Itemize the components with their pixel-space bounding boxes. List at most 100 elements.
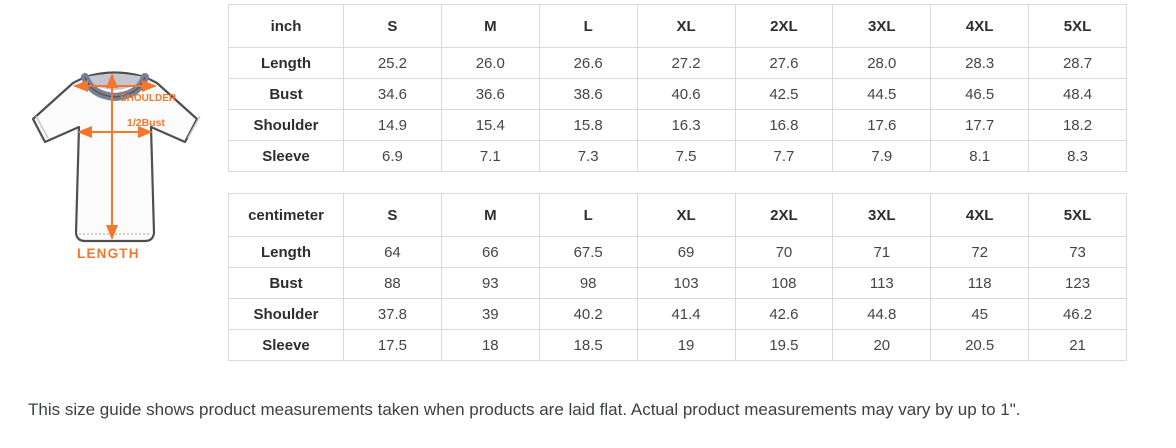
size-header-row: inch S M L XL 2XL 3XL 4XL 5XL bbox=[228, 4, 1127, 48]
value-cell: 40.6 bbox=[636, 78, 736, 110]
value-cell: 14.9 bbox=[343, 109, 442, 141]
value-cell: 73 bbox=[1028, 236, 1127, 268]
value-cell: 46.2 bbox=[1028, 298, 1127, 330]
value-cell: 44.8 bbox=[832, 298, 932, 330]
row-label-cell: Length bbox=[228, 47, 344, 79]
value-cell: 39 bbox=[440, 298, 540, 330]
size-header-cell: M bbox=[440, 4, 540, 48]
value-cell: 20 bbox=[832, 329, 932, 361]
value-cell: 123 bbox=[1028, 267, 1127, 299]
value-cell: 41.4 bbox=[636, 298, 736, 330]
value-cell: 26.0 bbox=[440, 47, 540, 79]
value-cell: 48.4 bbox=[1028, 78, 1127, 110]
size-header-cell: S bbox=[343, 4, 442, 48]
value-cell: 28.7 bbox=[1028, 47, 1127, 79]
size-header-cell: 2XL bbox=[734, 193, 834, 237]
value-cell: 118 bbox=[930, 267, 1030, 299]
value-cell: 67.5 bbox=[538, 236, 638, 268]
measurement-row: Length 25.2 26.0 26.6 27.2 27.6 28.0 28.3 28.7 bbox=[228, 47, 1127, 79]
inch-size-table: inch S M L XL 2XL 3XL 4XL 5XL Length 25.2 26.0 26.6 2… bbox=[228, 4, 1127, 172]
value-cell: 8.1 bbox=[930, 140, 1030, 172]
value-cell: 7.3 bbox=[538, 140, 638, 172]
size-header-cell: M bbox=[440, 193, 540, 237]
value-cell: 46.5 bbox=[930, 78, 1030, 110]
value-cell: 17.7 bbox=[930, 109, 1030, 141]
measurement-row: Sleeve 6.9 7.1 7.3 7.5 7.7 7.9 8.1 8.3 bbox=[228, 140, 1127, 172]
row-label-cell: Length bbox=[228, 236, 344, 268]
size-header-cell: S bbox=[343, 193, 442, 237]
size-header-cell: XL bbox=[636, 4, 736, 48]
centimeter-size-table: centimeter S M L XL 2XL 3XL 4XL 5XL Length 64 66 67.… bbox=[228, 193, 1127, 361]
value-cell: 69 bbox=[636, 236, 736, 268]
value-cell: 66 bbox=[440, 236, 540, 268]
size-header-cell: 2XL bbox=[734, 4, 834, 48]
row-label-cell: Bust bbox=[228, 78, 344, 110]
value-cell: 38.6 bbox=[538, 78, 638, 110]
size-header-row: centimeter S M L XL 2XL 3XL 4XL 5XL bbox=[228, 193, 1127, 237]
value-cell: 27.6 bbox=[734, 47, 834, 79]
value-cell: 72 bbox=[930, 236, 1030, 268]
size-header-cell: L bbox=[538, 193, 638, 237]
value-cell: 34.6 bbox=[343, 78, 442, 110]
row-label-cell: Sleeve bbox=[228, 140, 344, 172]
value-cell: 93 bbox=[440, 267, 540, 299]
size-header-cell: L bbox=[538, 4, 638, 48]
size-header-cell: 3XL bbox=[832, 4, 932, 48]
unit-header-cell: centimeter bbox=[228, 193, 344, 237]
size-header-cell: 4XL bbox=[930, 4, 1030, 48]
value-cell: 28.3 bbox=[930, 47, 1030, 79]
value-cell: 15.4 bbox=[440, 109, 540, 141]
shoulder-arrow-label: SHOULDER bbox=[120, 93, 177, 104]
length-arrow-label: LENGTH bbox=[77, 246, 140, 261]
size-header-cell: 5XL bbox=[1028, 4, 1127, 48]
value-cell: 27.2 bbox=[636, 47, 736, 79]
measurement-row: Bust 34.6 36.6 38.6 40.6 42.5 44.5 46.5 48.4 bbox=[228, 78, 1127, 110]
value-cell: 20.5 bbox=[930, 329, 1030, 361]
size-header-cell: 4XL bbox=[930, 193, 1030, 237]
value-cell: 64 bbox=[343, 236, 442, 268]
unit-header-cell: inch bbox=[228, 4, 344, 48]
value-cell: 17.6 bbox=[832, 109, 932, 141]
size-tables-region: inch S M L XL 2XL 3XL 4XL 5XL Length 25.2 26.0 26.6 2… bbox=[228, 4, 1127, 361]
row-label-cell: Bust bbox=[228, 267, 344, 299]
value-cell: 18 bbox=[440, 329, 540, 361]
value-cell: 7.7 bbox=[734, 140, 834, 172]
value-cell: 18.2 bbox=[1028, 109, 1127, 141]
value-cell: 7.9 bbox=[832, 140, 932, 172]
value-cell: 113 bbox=[832, 267, 932, 299]
value-cell: 98 bbox=[538, 267, 638, 299]
value-cell: 36.6 bbox=[440, 78, 540, 110]
value-cell: 44.5 bbox=[832, 78, 932, 110]
row-label-cell: Shoulder bbox=[228, 298, 344, 330]
value-cell: 19.5 bbox=[734, 329, 834, 361]
measurement-row: Length 64 66 67.5 69 70 71 72 73 bbox=[228, 236, 1127, 268]
value-cell: 103 bbox=[636, 267, 736, 299]
value-cell: 15.8 bbox=[538, 109, 638, 141]
value-cell: 71 bbox=[832, 236, 932, 268]
tshirt-diagram-svg: SHOULDER 1/2Bust LENGTH bbox=[31, 71, 201, 261]
size-guide-note: This size guide shows product measuremen… bbox=[28, 400, 1021, 419]
value-cell: 40.2 bbox=[538, 298, 638, 330]
value-cell: 25.2 bbox=[343, 47, 442, 79]
value-cell: 18.5 bbox=[538, 329, 638, 361]
measurement-row: Sleeve 17.5 18 18.5 19 19.5 20 20.5 21 bbox=[228, 329, 1127, 361]
measurement-row: Bust 88 93 98 103 108 113 118 123 bbox=[228, 267, 1127, 299]
value-cell: 37.8 bbox=[343, 298, 442, 330]
value-cell: 17.5 bbox=[343, 329, 442, 361]
tshirt-measurement-diagram: SHOULDER 1/2Bust LENGTH bbox=[27, 64, 209, 269]
value-cell: 7.1 bbox=[440, 140, 540, 172]
value-cell: 70 bbox=[734, 236, 834, 268]
size-table: inch S M L XL 2XL 3XL 4XL 5XL Length 25.2 26.0 26.6 2… bbox=[228, 4, 1127, 172]
size-header-cell: 3XL bbox=[832, 193, 932, 237]
value-cell: 21 bbox=[1028, 329, 1127, 361]
value-cell: 28.0 bbox=[832, 47, 932, 79]
value-cell: 19 bbox=[636, 329, 736, 361]
value-cell: 8.3 bbox=[1028, 140, 1127, 172]
value-cell: 6.9 bbox=[343, 140, 442, 172]
value-cell: 16.3 bbox=[636, 109, 736, 141]
row-label-cell: Sleeve bbox=[228, 329, 344, 361]
size-header-cell: XL bbox=[636, 193, 736, 237]
value-cell: 16.8 bbox=[734, 109, 834, 141]
row-label-cell: Shoulder bbox=[228, 109, 344, 141]
